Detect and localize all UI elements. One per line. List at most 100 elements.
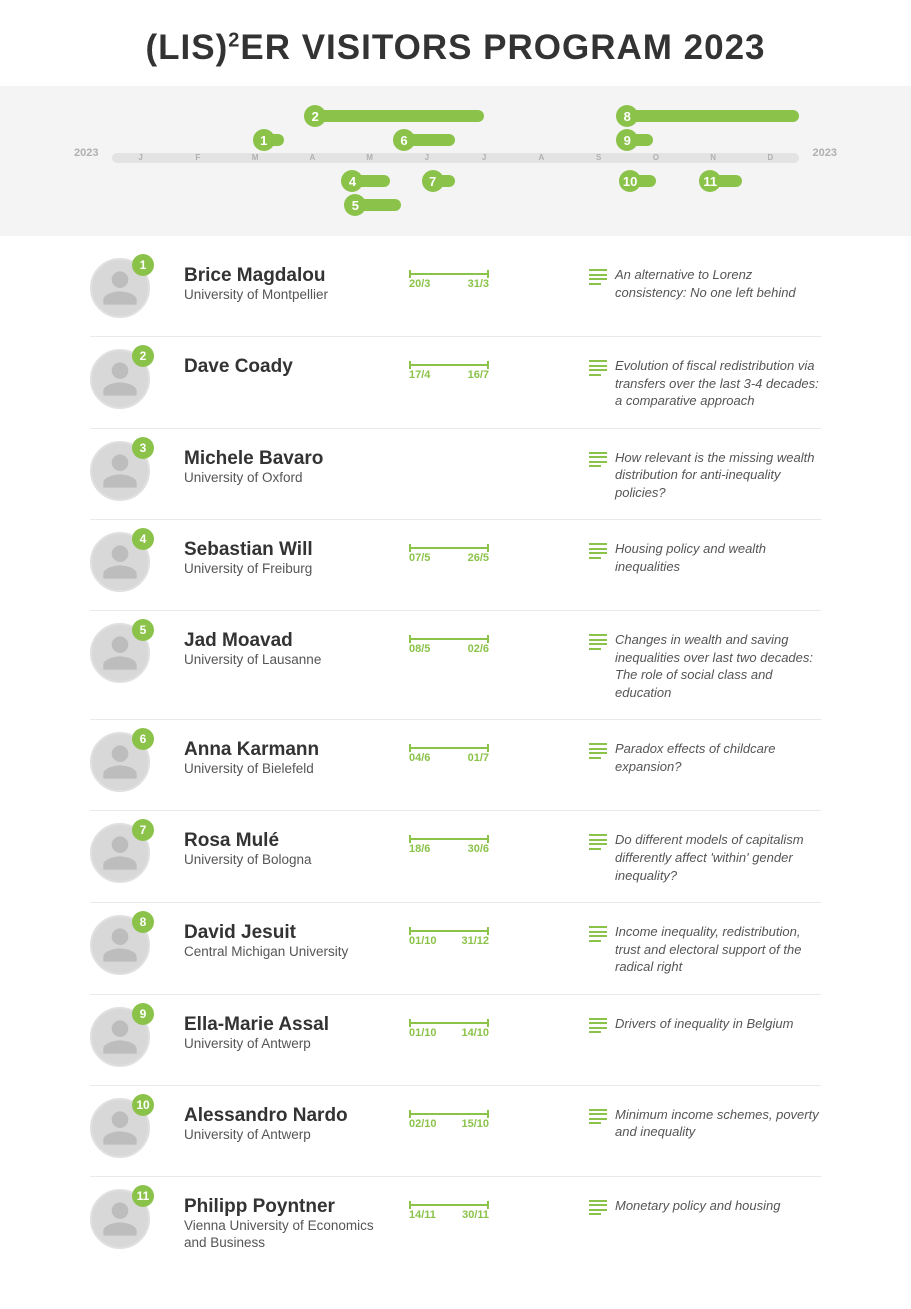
visitor-affiliation: Central Michigan University	[184, 944, 399, 961]
date-to: 31/3	[468, 278, 489, 290]
paragraph-icon	[589, 631, 607, 701]
paragraph-icon	[589, 266, 607, 301]
date-to: 14/10	[461, 1027, 489, 1039]
visitor-topic: An alternative to Lorenz consistency: No…	[615, 266, 821, 301]
month-label: S	[596, 153, 601, 163]
topic-block: Do different models of capitalism differ…	[589, 823, 821, 884]
visitor-name: Ella-Marie Assal	[184, 1015, 399, 1036]
topic-block: Minimum income schemes, poverty and ineq…	[589, 1098, 821, 1141]
date-from: 02/10	[409, 1118, 437, 1130]
topic-block: An alternative to Lorenz consistency: No…	[589, 258, 821, 301]
date-range-bar	[409, 1113, 489, 1115]
month-label: J	[425, 153, 429, 163]
paragraph-icon	[589, 1106, 607, 1141]
paragraph-icon	[589, 1015, 607, 1036]
timeline-bar-number: 1	[253, 129, 275, 151]
date-from: 01/10	[409, 1027, 437, 1039]
visitor-number-badge: 3	[132, 437, 154, 459]
date-from: 17/4	[409, 369, 430, 381]
topic-block: Drivers of inequality in Belgium	[589, 1007, 821, 1036]
visitor-row: 7 Rosa MuléUniversity of Bologna 18/6 30/6 D…	[90, 811, 821, 903]
visitor-topic: Evolution of fiscal redistribution via t…	[615, 357, 821, 410]
visit-dates	[409, 441, 579, 453]
name-block: Anna KarmannUniversity of Bielefeld	[184, 732, 399, 778]
visit-dates: 07/5 26/5	[409, 532, 579, 564]
date-range-bar	[409, 1022, 489, 1024]
title-pre: (LIS)	[145, 28, 228, 67]
visitor-number-badge: 2	[132, 345, 154, 367]
visitor-name: Jad Moavad	[184, 631, 399, 652]
date-from: 08/5	[409, 643, 430, 655]
name-block: Sebastian WillUniversity of Freiburg	[184, 532, 399, 578]
timeline-bar-number: 8	[616, 105, 638, 127]
month-label: J	[482, 153, 486, 163]
avatar-wrap: 5	[90, 623, 150, 683]
paragraph-icon	[589, 740, 607, 775]
timeline-bar: 6	[404, 134, 456, 146]
avatar-wrap: 3	[90, 441, 150, 501]
visitor-number-badge: 4	[132, 528, 154, 550]
date-from: 07/5	[409, 552, 430, 564]
visit-dates: 08/5 02/6	[409, 623, 579, 655]
visitor-topic: Drivers of inequality in Belgium	[615, 1015, 793, 1036]
date-to: 15/10	[461, 1118, 489, 1130]
visitor-affiliation: University of Bielefeld	[184, 761, 399, 778]
visit-dates: 17/416/7	[409, 349, 579, 381]
topic-block: How relevant is the missing wealth distr…	[589, 441, 821, 502]
timeline-bar: 7	[433, 175, 456, 187]
visitor-topic: Paradox effects of childcare expansion?	[615, 740, 821, 775]
date-from: 04/6	[409, 752, 430, 764]
visitor-number-badge: 8	[132, 911, 154, 933]
name-block: Rosa MuléUniversity of Bologna	[184, 823, 399, 869]
visitor-number-badge: 7	[132, 819, 154, 841]
visitor-row: 1Brice MagdalouUniversity of Montpellier…	[90, 246, 821, 337]
paragraph-icon	[589, 540, 607, 575]
avatar-wrap: 1	[90, 258, 150, 318]
visitor-row: 3 Michele BavaroUniversity of Oxford How r…	[90, 429, 821, 521]
date-from: 01/10	[409, 935, 437, 947]
visitor-affiliation: University of Antwerp	[184, 1127, 399, 1144]
topic-block: Evolution of fiscal redistribution via t…	[589, 349, 821, 410]
avatar-wrap: 10	[90, 1098, 150, 1158]
topic-block: Paradox effects of childcare expansion?	[589, 732, 821, 775]
visitor-number-badge: 9	[132, 1003, 154, 1025]
timeline-bar: 2	[315, 110, 484, 122]
visitors-list: 1Brice MagdalouUniversity of Montpellier…	[0, 246, 911, 1309]
visitor-affiliation: University of Antwerp	[184, 1036, 399, 1053]
visitor-name: Alessandro Nardo	[184, 1106, 399, 1127]
year-label-right: 2023	[813, 147, 837, 159]
timeline-bar-number: 11	[699, 170, 721, 192]
date-range-bar	[409, 930, 489, 932]
visitor-name: Michele Bavaro	[184, 449, 399, 470]
visitor-topic: Minimum income schemes, poverty and ineq…	[615, 1106, 821, 1141]
timeline-bar: 4	[352, 175, 389, 187]
timeline-bar: 8	[627, 110, 799, 122]
timeline-bar: 10	[630, 175, 656, 187]
month-label: M	[366, 153, 373, 163]
visitor-name: Anna Karmann	[184, 740, 399, 761]
visitor-name: Rosa Mulé	[184, 831, 399, 852]
visit-dates: 20/331/3	[409, 258, 579, 290]
name-block: Jad MoavadUniversity of Lausanne	[184, 623, 399, 669]
title-post: ER VISITORS PROGRAM 2023	[240, 28, 765, 67]
date-range-bar	[409, 364, 489, 366]
avatar-wrap: 7	[90, 823, 150, 883]
date-to: 30/6	[468, 843, 489, 855]
month-label: D	[767, 153, 773, 163]
topic-block: Changes in wealth and saving inequalitie…	[589, 623, 821, 701]
name-block: Michele BavaroUniversity of Oxford	[184, 441, 399, 487]
date-to: 26/5	[468, 552, 489, 564]
visitor-number-badge: 1	[132, 254, 154, 276]
visitor-number-badge: 6	[132, 728, 154, 750]
avatar-wrap: 2	[90, 349, 150, 409]
visitor-row: 6 Anna KarmannUniversity of Bielefeld 04/6…	[90, 720, 821, 811]
title-sup: 2	[228, 29, 240, 51]
date-to: 02/6	[468, 643, 489, 655]
visitor-row: 8David JesuitCentral Michigan University…	[90, 903, 821, 995]
topic-block: Housing policy and wealth inequalities	[589, 532, 821, 575]
date-range-bar	[409, 838, 489, 840]
avatar-wrap: 4	[90, 532, 150, 592]
date-to: 31/12	[461, 935, 489, 947]
date-from: 18/6	[409, 843, 430, 855]
timeline-bar-number: 7	[422, 170, 444, 192]
